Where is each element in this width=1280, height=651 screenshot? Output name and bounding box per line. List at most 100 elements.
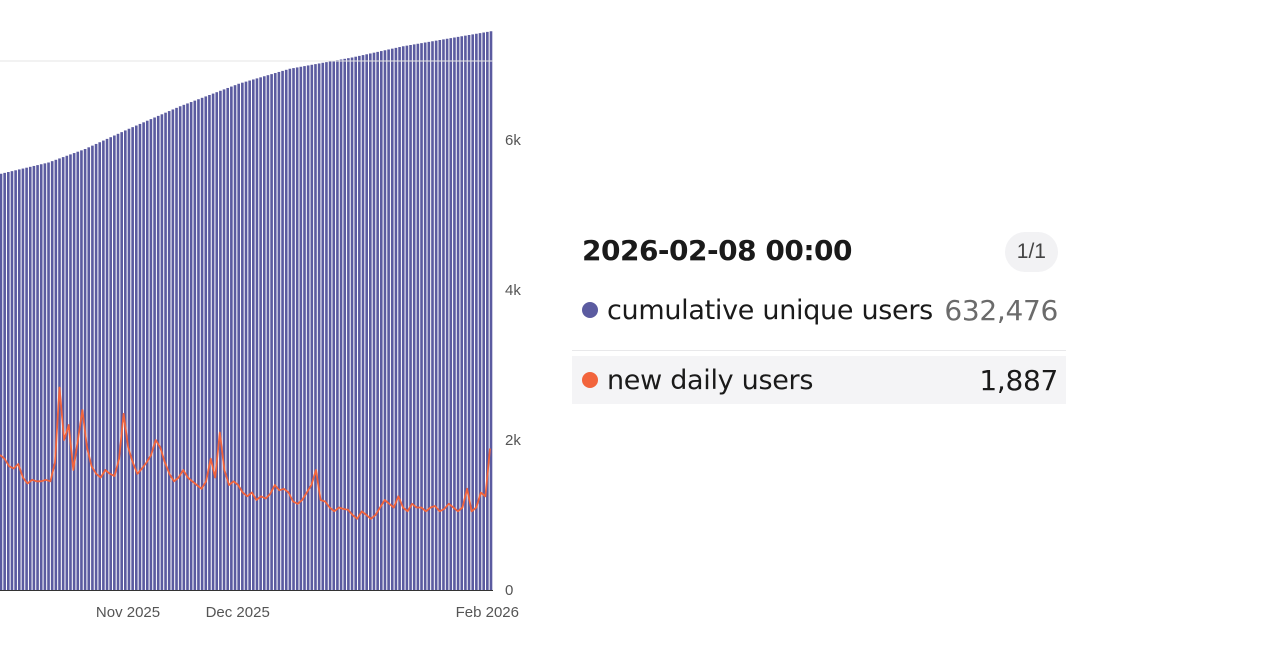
- cumulative-bar: [10, 171, 14, 590]
- cumulative-bar: [80, 150, 83, 590]
- cumulative-bar: [3, 172, 6, 590]
- cumulative-bar: [288, 68, 292, 590]
- cumulative-bar: [372, 52, 376, 591]
- cumulative-bar: [412, 44, 416, 591]
- cumulative-bar: [358, 55, 361, 590]
- cumulative-bar: [153, 117, 156, 590]
- cumulative-bar: [460, 36, 464, 590]
- cumulative-bar: [204, 96, 208, 590]
- cumulative-bar: [69, 154, 72, 590]
- y-tick-label: 2k: [505, 432, 521, 449]
- cumulative-bar: [94, 143, 98, 590]
- cumulative-bar: [0, 173, 3, 590]
- cumulative-bar: [303, 66, 306, 591]
- cumulative-bar: [156, 115, 160, 590]
- cumulative-bar: [134, 125, 138, 590]
- cumulative-bar: [109, 137, 113, 590]
- cumulative-bar: [255, 78, 259, 590]
- cumulative-bar: [369, 53, 372, 591]
- cumulative-bar: [438, 40, 442, 590]
- cumulative-bar: [76, 151, 80, 590]
- cumulative-bar: [321, 62, 325, 591]
- cumulative-bars: [0, 31, 493, 591]
- cumulative-bar: [270, 74, 273, 591]
- x-tick-label: Nov 2025: [96, 604, 160, 621]
- new-daily-users-line: [0, 386, 491, 520]
- tooltip: 2026-02-08 00:00 1/1 cumulative unique u…: [572, 226, 1066, 404]
- cumulative-bar: [98, 142, 102, 590]
- x-axis: Nov 2025 Dec 2025 Feb 2026: [96, 604, 519, 621]
- cumulative-bar: [160, 114, 164, 590]
- cumulative-bar: [277, 71, 281, 590]
- cumulative-bar: [332, 60, 336, 591]
- cumulative-bar: [230, 86, 233, 590]
- cumulative-bar: [336, 60, 339, 590]
- cumulative-bar: [273, 73, 277, 591]
- cumulative-bar: [21, 168, 25, 590]
- tooltip-row-cumulative: cumulative unique users 632,476: [572, 286, 1066, 334]
- cumulative-bar: [467, 35, 471, 590]
- cumulative-bar: [193, 100, 197, 591]
- cumulative-bar: [281, 70, 284, 590]
- cumulative-bar: [394, 47, 398, 591]
- cumulative-bar: [427, 41, 431, 591]
- cumulative-bar: [17, 169, 21, 591]
- cumulative-bar: [120, 132, 123, 591]
- cumulative-bar: [186, 103, 189, 590]
- cumulative-bar: [58, 158, 61, 590]
- tooltip-page-indicator[interactable]: 1/1: [1004, 232, 1058, 272]
- cumulative-bar: [325, 62, 328, 590]
- cumulative-bar: [241, 82, 244, 591]
- y-tick-label: 0: [505, 582, 513, 599]
- cumulative-bar: [489, 31, 493, 590]
- cumulative-bar: [401, 46, 405, 590]
- cumulative-bar: [449, 38, 453, 591]
- cumulative-bar: [233, 85, 237, 590]
- tooltip-row-daily: new daily users 1,887: [572, 356, 1066, 404]
- cumulative-bar: [292, 68, 295, 591]
- cumulative-bar: [475, 33, 478, 590]
- cumulative-bar: [314, 64, 317, 591]
- cumulative-bar: [464, 35, 467, 591]
- cumulative-bar: [354, 56, 358, 590]
- cumulative-bar: [226, 87, 230, 590]
- cumulative-bar: [32, 165, 36, 590]
- cumulative-bar: [138, 123, 142, 591]
- cumulative-bar: [328, 61, 332, 591]
- tooltip-title: 2026-02-08 00:00: [582, 234, 852, 267]
- tooltip-header: 2026-02-08 00:00 1/1: [572, 226, 1066, 278]
- cumulative-bar: [54, 159, 58, 591]
- cumulative-bar: [471, 34, 475, 591]
- cumulative-bar: [65, 155, 69, 590]
- cumulative-bar: [431, 41, 434, 590]
- x-tick-label: Dec 2025: [206, 604, 270, 621]
- cumulative-bar: [262, 76, 266, 590]
- cumulative-bar: [167, 111, 171, 590]
- cumulative-bar: [361, 55, 365, 590]
- cumulative-bar: [387, 49, 390, 590]
- cumulative-bar: [237, 83, 240, 590]
- cumulative-bar: [131, 127, 134, 590]
- cumulative-bar: [445, 38, 449, 590]
- cumulative-bar: [379, 51, 383, 590]
- y-tick-label: 6k: [505, 132, 521, 149]
- cumulative-bar: [149, 119, 153, 591]
- tooltip-divider: [572, 350, 1066, 351]
- cumulative-bar: [219, 90, 222, 590]
- cumulative-bar: [423, 42, 427, 590]
- cumulative-bar: [124, 130, 127, 590]
- cumulative-bar: [39, 164, 43, 591]
- cumulative-bar: [25, 167, 28, 590]
- cumulative-bar: [171, 109, 175, 591]
- cumulative-bar: [482, 32, 485, 590]
- cumulative-bar: [142, 122, 145, 590]
- cumulative-bar: [47, 162, 50, 590]
- cumulative-bar: [365, 54, 368, 591]
- cumulative-bar: [390, 48, 394, 591]
- series-label: new daily users: [607, 364, 814, 396]
- series-value: 1,887: [979, 363, 1058, 397]
- cumulative-bar: [222, 89, 226, 591]
- cumulative-bar: [83, 149, 87, 590]
- cumulative-bar: [127, 128, 131, 590]
- series-value: 632,476: [944, 293, 1058, 327]
